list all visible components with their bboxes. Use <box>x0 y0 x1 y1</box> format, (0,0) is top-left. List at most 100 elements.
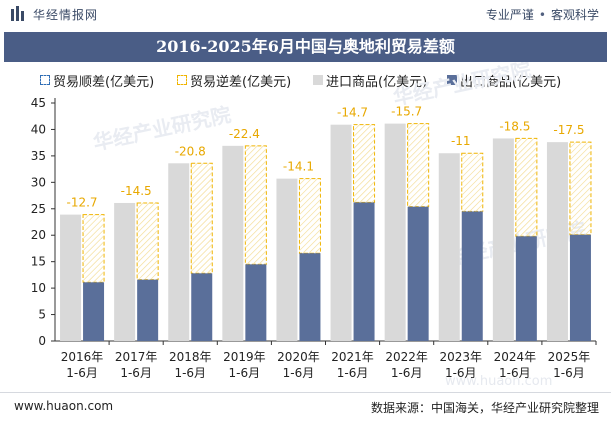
deficit-data-label: -20.8 <box>175 144 206 158</box>
hatch-line <box>190 196 213 218</box>
hatch-line <box>407 123 420 136</box>
deficit-hatch <box>353 124 375 203</box>
tagline: 专业严谨 • 客观科学 <box>486 6 599 23</box>
hatch-line <box>308 241 321 254</box>
x-tick-label: 2024年 <box>494 350 537 364</box>
hatch-line <box>299 229 321 251</box>
hatch-line <box>515 195 538 217</box>
hatch-line <box>461 167 484 190</box>
hatch-line <box>515 153 538 175</box>
hatch-line <box>82 214 102 233</box>
hatch-line <box>359 187 375 203</box>
x-tick-label: 2025年 <box>548 350 591 364</box>
hatch-line <box>245 238 267 261</box>
hatch-line <box>461 152 475 166</box>
export-bar <box>191 273 213 341</box>
hatch-line <box>569 162 592 185</box>
deficit-data-label: -18.5 <box>499 119 530 133</box>
import-bar <box>60 214 82 341</box>
hatch-line <box>407 150 429 172</box>
export-bar <box>515 236 537 341</box>
hatch-line <box>353 124 372 143</box>
hatch-line <box>515 213 538 235</box>
hatch-line <box>136 235 159 258</box>
hatch-line <box>407 132 429 154</box>
hatch-line <box>245 145 252 153</box>
import-bar <box>276 178 298 341</box>
hatch-line <box>245 172 267 195</box>
hatch-line <box>353 163 375 185</box>
hatch-line <box>515 183 538 205</box>
logo-icon <box>11 6 24 21</box>
y-tick-label: 15 <box>31 255 46 269</box>
hatch-line <box>299 217 321 239</box>
hatch-line <box>515 171 538 193</box>
deficit-hatch <box>136 202 159 280</box>
chart-title: 2016-2025年6月中国与奥地利贸易差额 <box>156 37 455 56</box>
hatch-line <box>190 238 213 260</box>
x-tick-label: 2021年 <box>331 350 374 364</box>
hatch-line <box>194 256 213 274</box>
y-tick-label: 0 <box>38 334 46 348</box>
hatch-line <box>569 210 592 233</box>
x-tick-label: 2020年 <box>277 350 320 364</box>
import-bar <box>546 142 568 341</box>
hatch-line <box>138 259 159 280</box>
watermark-url: www.huaon.com <box>445 374 552 389</box>
hatch-line <box>569 141 583 155</box>
hatch-line <box>461 185 484 208</box>
export-bar <box>299 253 321 341</box>
hatch-line <box>245 232 267 255</box>
hatch-line <box>190 190 213 212</box>
hatch-line <box>569 174 592 197</box>
deficit-hatch <box>82 214 105 283</box>
hatch-line <box>515 147 538 169</box>
hatch-line <box>569 168 592 191</box>
hatch-line <box>353 175 375 197</box>
x-tick-label: 2017年 <box>115 350 158 364</box>
hatch-line <box>573 216 592 235</box>
hatch-line <box>569 141 577 149</box>
x-tick-label: 1-6月 <box>283 366 315 380</box>
x-tick-label: 1-6月 <box>445 366 477 380</box>
deficit-hatch <box>461 152 484 212</box>
hatch-line <box>407 174 429 196</box>
tagline-left: 专业严谨 <box>485 8 534 22</box>
hatch-line <box>87 265 105 283</box>
deficit-hatch <box>245 145 267 265</box>
hatch-line <box>82 223 105 245</box>
hatch-line <box>136 202 144 210</box>
hatch-line <box>190 250 213 272</box>
hatch-line <box>469 197 484 212</box>
hatch-line <box>245 154 267 177</box>
hatch-line <box>407 126 429 148</box>
x-tick-label: 2022年 <box>385 350 428 364</box>
import-bar <box>492 138 514 341</box>
brand-name: 华经情报网 <box>33 8 99 22</box>
hatch-line <box>136 202 156 222</box>
y-tick-label: 10 <box>31 281 46 295</box>
hatch-line <box>245 208 267 231</box>
y-tick-label: 30 <box>31 175 46 189</box>
hatch-line <box>136 211 159 234</box>
hatch-line <box>519 219 538 237</box>
deficit-box <box>461 152 484 212</box>
hatch-line <box>299 181 321 203</box>
hatch-line <box>302 235 321 254</box>
hatch-line <box>353 151 375 173</box>
hatch-line <box>515 165 538 187</box>
footer-url: www.huaon.com <box>14 399 114 413</box>
import-bar <box>114 202 136 341</box>
hatch-line <box>407 162 429 184</box>
hatch-line <box>136 217 159 240</box>
x-tick-label: 1-6月 <box>553 366 585 380</box>
hatch-line <box>245 148 267 171</box>
hatch-line <box>245 214 267 237</box>
hatch-line <box>515 138 523 145</box>
separator-dot-icon: • <box>538 8 546 22</box>
deficit-data-label: -14.5 <box>121 184 152 198</box>
hatch-line <box>299 178 312 191</box>
deficit-data-label: -15.7 <box>391 105 422 119</box>
y-tick-label: 20 <box>31 228 46 242</box>
legend-swatch-icon <box>313 75 323 85</box>
